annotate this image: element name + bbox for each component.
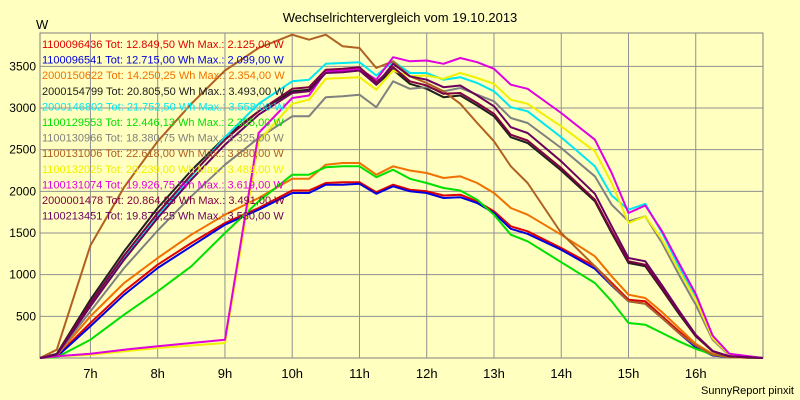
y-tick-label: 1000	[9, 268, 36, 282]
y-tick-label: 3000	[9, 101, 36, 115]
x-tick-label: 8h	[150, 366, 164, 381]
x-tick-label: 10h	[281, 366, 303, 381]
legend-entry: 2000150622 Tot: 14.250,25 Wh Max.: 2.354…	[42, 70, 285, 82]
legend-entry: 1100129553 Tot: 12.446,13 Wh Max.: 2.305…	[42, 117, 284, 129]
y-tick-label: 1500	[9, 226, 36, 240]
x-tick-label: 11h	[349, 366, 370, 381]
legend-entry: 1100130966 Tot: 18.380,75 Wh Max.: 3.325…	[42, 133, 284, 145]
x-tick-label: 14h	[550, 366, 572, 381]
series-lines	[39, 33, 764, 359]
x-tick-label: 15h	[618, 366, 640, 381]
y-tick-label: 2000	[9, 184, 36, 198]
axes: 500 1000 1500 2000 2500 3000 3500 7h 8h 9h 10h 11h 1…	[9, 59, 706, 381]
x-tick-label: 12h	[416, 366, 438, 381]
series-line	[39, 69, 764, 359]
y-tick-label: 3500	[9, 59, 36, 73]
y-tick-label: 500	[16, 309, 36, 323]
series-line	[39, 181, 764, 359]
series-line	[39, 165, 764, 359]
legend-entry: 1100131006 Tot: 22.618,00 Wh Max.: 3.880…	[42, 148, 284, 160]
x-tick-label: 9h	[218, 366, 232, 381]
x-tick-label: 16h	[685, 366, 707, 381]
footer-credit: SunnyReport pinxit	[701, 385, 794, 397]
legend-entry: 2000146802 Tot: 21.752,50 Wh Max.: 3.558…	[42, 101, 285, 113]
legend-entry: 1100096436 Tot: 12.849,50 Wh Max.: 2.125…	[42, 39, 284, 51]
legend-entry: 1100131074 Tot: 19.926,75 Wh Max.: 3.619…	[42, 179, 284, 191]
legend: 1100096436 Tot: 12.849,50 Wh Max.: 2.125…	[42, 39, 285, 223]
legend-entry: 1100132025 Tot: 20.239,00 Wh Max.: 3.489…	[42, 164, 284, 176]
y-axis-label: W	[36, 17, 49, 32]
x-tick-label: 13h	[483, 366, 505, 381]
grid	[40, 33, 763, 358]
series-line	[39, 56, 764, 359]
legend-entry: 1100213451 Tot: 19.871,25 Wh Max.: 3.530…	[42, 211, 284, 223]
y-tick-label: 2500	[9, 143, 36, 157]
legend-entry: 2000001478 Tot: 20.864,25 Wh Max.: 3.491…	[42, 195, 285, 207]
series-line	[39, 66, 764, 359]
series-line	[39, 162, 764, 359]
series-line	[39, 33, 764, 359]
legend-entry: 2000154799 Tot: 20.805,50 Wh Max.: 3.493…	[42, 86, 285, 98]
chart-title: Wechselrichtervergleich vom 19.10.2013	[282, 10, 518, 25]
x-tick-label: 7h	[83, 366, 97, 381]
series-line	[39, 62, 764, 359]
legend-entry: 1100096541 Tot: 12.715,00 Wh Max.: 2.099…	[42, 55, 284, 67]
